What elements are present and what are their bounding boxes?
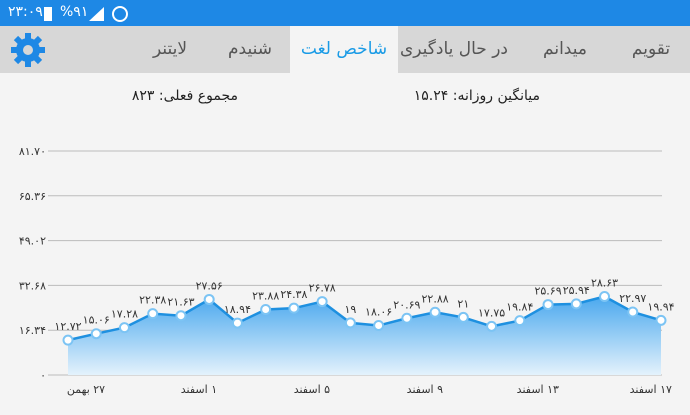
point — [542, 299, 554, 311]
value-label: ۲۱.۶۳ — [167, 296, 194, 309]
point — [401, 312, 413, 324]
current-total: مجموع فعلی: ۸۲۳ — [131, 88, 238, 104]
value-label: ۲۷.۵۶ — [196, 279, 223, 292]
point — [570, 298, 582, 310]
tab[interactable]: تقویم — [631, 39, 671, 59]
x-tick-label: ۱۳ اسفند — [517, 383, 559, 396]
value-label: ۲۵.۶۹ — [534, 285, 561, 298]
line — [67, 295, 662, 342]
value-label: ۲۰.۶۹ — [393, 298, 420, 311]
clock: ۲۳:۰۹ — [8, 4, 43, 20]
x-tick-label: ۹ اسفند — [407, 383, 443, 396]
battery-text: %۹۱ — [60, 4, 89, 20]
value-label: ۲۸.۶۳ — [591, 277, 618, 290]
y-tick-label: ۰ — [40, 369, 46, 382]
y-tick-label: ۴۹.۰۲ — [19, 235, 46, 248]
point — [147, 308, 159, 320]
settings-icon[interactable] — [10, 32, 46, 68]
point — [514, 315, 526, 327]
tab[interactable]: لایتنر — [152, 39, 188, 59]
y-tick-label: ۱۶.۳۴ — [19, 324, 46, 337]
value-label: ۲۲.۳۸ — [139, 294, 166, 307]
point — [231, 317, 243, 329]
point — [486, 320, 498, 332]
tab[interactable]: شنیدم — [228, 39, 272, 59]
x-tick-label: ۱ اسفند — [181, 383, 217, 396]
tab-bar: تقویم میدانم در حال یادگیری شاخص لغت شنیدم لا… — [0, 26, 690, 73]
value-label: ۱۷.۷۵ — [478, 306, 505, 319]
tab[interactable]: شاخص لغت — [290, 26, 398, 73]
value-label: ۲۲.۹۷ — [619, 292, 646, 305]
x-tick-label: ۲۷ بهمن — [67, 383, 105, 396]
value-label: ۲۴.۳۸ — [280, 288, 307, 301]
value-label: ۱۲.۷۲ — [54, 320, 81, 333]
y-tick-label: ۶۵.۳۶ — [19, 190, 46, 203]
point — [175, 310, 187, 322]
point — [118, 322, 130, 334]
y-tick-label: ۳۲.۶۸ — [19, 279, 46, 292]
value-label: ۲۱ — [457, 297, 469, 310]
chart: ۰ ۱۶.۳۴ ۳۲.۶۸ ۴۹.۰۲ ۶۵.۳۶ ۸۱.۷۰ ۱۲.۷۲ ۲۷ بهمن ۱۵… — [19, 145, 675, 396]
value-label: ۲۶.۷۸ — [309, 282, 336, 295]
value-label: ۱۵.۰۶ — [83, 314, 110, 327]
value-label: ۱۹.۸۴ — [506, 301, 533, 314]
value-label: ۱۹.۹۴ — [647, 300, 674, 313]
point — [288, 302, 300, 314]
x-tick-label: ۵ اسفند — [294, 383, 330, 396]
value-label: ۲۳.۸۸ — [252, 290, 279, 303]
value-label: ۲۵.۹۴ — [563, 284, 590, 297]
value-label: ۱۸.۹۴ — [224, 303, 251, 316]
area — [68, 296, 661, 375]
point — [429, 306, 441, 318]
value-label: ۱۷.۲۸ — [111, 308, 138, 321]
point — [457, 311, 469, 323]
point — [373, 319, 385, 331]
point — [655, 314, 667, 326]
point — [344, 317, 356, 329]
point — [260, 304, 272, 316]
point — [599, 291, 611, 303]
value-label: ۱۹ — [344, 303, 356, 316]
tab[interactable]: میدانم — [543, 39, 587, 59]
x-tick-label: ۱۷ اسفند — [630, 383, 672, 396]
tab[interactable]: در حال یادگیری — [399, 39, 509, 59]
daily-average: میانگین روزانه: ۱۵.۲۴ — [413, 88, 540, 104]
point — [627, 306, 639, 318]
status-bar: ۲۳:۰۹ %۹۱ — [0, 0, 690, 26]
value-label: ۱۸.۰۶ — [365, 305, 392, 318]
point — [316, 296, 328, 308]
point — [62, 334, 74, 346]
value-label: ۲۲.۸۸ — [422, 292, 449, 305]
point — [90, 328, 102, 340]
y-tick-label: ۸۱.۷۰ — [19, 145, 46, 158]
status-icons — [44, 6, 128, 22]
point — [203, 293, 215, 305]
